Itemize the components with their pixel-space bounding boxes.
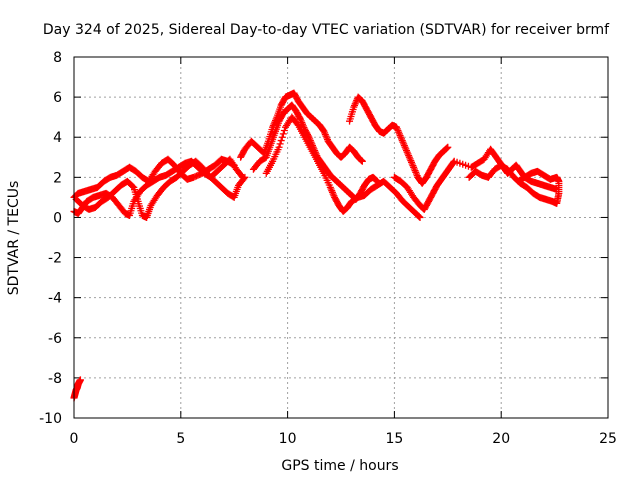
series-tracks-dip [72,157,249,221]
data-point [415,213,423,221]
data-point [443,144,451,152]
data-point [320,127,328,135]
chart-title: Day 324 of 2025, Sidereal Day-to-day VTE… [43,22,610,38]
data-point [395,130,403,138]
data-point [241,173,249,181]
series-tracks-late-2 [465,161,563,207]
data-point [393,123,401,131]
y-tick-label: 8 [53,50,62,66]
data-point [442,145,450,153]
data-point [514,177,522,185]
data-point [416,213,424,221]
y-tick-label: 0 [53,210,62,226]
data-point [358,157,366,165]
y-axis-label: SDTVAR / TECUs [6,181,22,296]
data-point [329,190,337,198]
y-tick-label: -8 [48,371,62,387]
x-tick-label: 10 [279,431,297,447]
y-tick-label: 2 [53,170,62,186]
series-outlier [70,376,84,402]
data-point [323,134,331,142]
data-point [358,157,366,165]
data-point [394,127,402,135]
axis-ticks: 0 5 10 15 20 25 -10 -8 -6 -4 -2 0 2 4 6 8 [39,50,617,447]
y-tick-label: 6 [53,90,62,106]
plot-frame [73,56,609,419]
data-point [403,148,411,156]
data-point [321,131,329,139]
y-tick-label: -10 [39,411,62,427]
data-point [444,143,452,151]
data-point [395,128,403,136]
data-point [411,167,419,175]
x-tick-label: 15 [385,431,403,447]
y-tick-label: -6 [48,331,62,347]
data-point [515,177,523,185]
data-point [398,137,406,145]
data-point [326,183,334,191]
series-tracks-peak-3 [262,113,424,221]
series-tracks-early [70,155,238,201]
data-point [322,132,330,140]
data-point [351,101,359,109]
x-tick-label: 20 [492,431,510,447]
data-point [277,137,285,145]
data-point [357,156,365,164]
data-point [240,175,248,183]
data-point [408,160,416,168]
data-point [396,132,404,140]
data-point [407,158,415,166]
data-point [296,115,304,123]
data-point [330,192,338,200]
data-point [401,143,409,151]
data-point [351,100,359,108]
data-point [409,162,417,170]
data-point [327,185,335,193]
data-point [276,140,284,148]
data-point [400,142,408,150]
data-point [278,133,286,141]
data-point [405,153,413,161]
data-point [402,145,410,153]
x-axis-label: GPS time / hours [281,458,398,474]
data-point [404,150,412,158]
x-tick-label: 25 [599,431,617,447]
y-tick-label: -2 [48,251,62,267]
data-point [405,152,413,160]
data-point [406,155,414,163]
data-point [412,170,420,178]
data-point [328,187,336,195]
data-point [399,138,407,146]
x-tick-label: 5 [176,431,185,447]
data-point [280,127,288,135]
data-point [400,140,408,148]
y-tick-label: -4 [48,291,62,307]
data-point [372,176,380,184]
x-tick-label: 0 [70,431,79,447]
data-point [279,130,287,138]
data-point [297,117,305,125]
data-point [321,129,329,137]
y-tick-label: 4 [53,130,62,146]
series-tracks-mid [346,93,452,187]
data-points [70,89,563,402]
data-point [393,125,401,133]
data-point [328,188,336,196]
grid-lines [74,57,608,418]
data-point [397,133,405,141]
data-point [415,212,423,220]
data-point [275,143,283,151]
data-point [76,376,84,384]
series-tracks-peak-2 [249,101,381,203]
data-point [412,168,420,176]
data-point [350,103,358,111]
data-point [352,98,360,106]
data-point [410,165,418,173]
data-point [403,147,411,155]
data-point [398,135,406,143]
data-point [296,114,304,122]
data-point [407,157,415,165]
data-point [410,163,418,171]
